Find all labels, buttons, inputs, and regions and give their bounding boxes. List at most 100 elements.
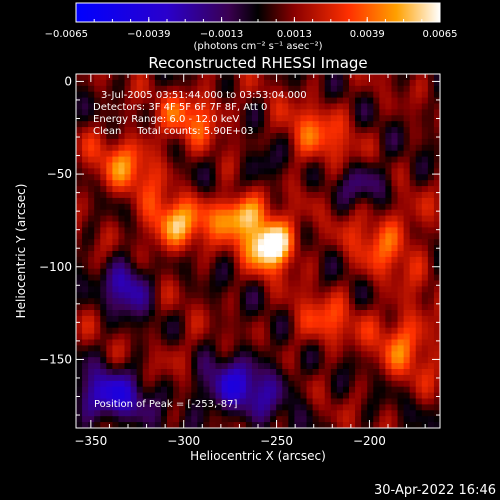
heatmap-cell — [221, 286, 229, 293]
heatmap-cell — [282, 203, 289, 211]
heatmap-cell — [385, 227, 392, 234]
heatmap-cell — [397, 127, 404, 134]
heatmap-cell — [118, 79, 125, 87]
heatmap-cell — [136, 162, 144, 169]
heatmap-cell — [336, 180, 344, 187]
heatmap-cell — [427, 298, 435, 305]
heatmap-cell — [385, 251, 392, 258]
heatmap-cell — [185, 233, 192, 240]
heatmap-cell — [282, 321, 289, 329]
heatmap-cell — [355, 121, 362, 128]
heatmap-cell — [154, 251, 162, 258]
heatmap-cell — [118, 227, 125, 234]
heatmap-cell — [148, 374, 156, 382]
heatmap-cell — [294, 422, 301, 429]
heatmap-cell — [433, 144, 441, 152]
heatmap-cell — [318, 315, 326, 323]
heatmap-cell — [306, 321, 313, 329]
heatmap-cell — [427, 209, 435, 216]
heatmap-cell — [409, 197, 417, 205]
heatmap-cell — [403, 215, 411, 222]
heatmap-cell — [409, 327, 417, 334]
heatmap-cell — [421, 121, 429, 128]
heatmap-cell — [336, 79, 344, 87]
heatmap-cell — [197, 363, 204, 370]
heatmap-cell — [264, 233, 271, 240]
heatmap-cell — [124, 209, 131, 216]
heatmap-cell — [264, 416, 271, 423]
heatmap-cell — [233, 245, 241, 252]
heatmap-cell — [258, 380, 265, 388]
heatmap-cell — [288, 138, 295, 146]
heatmap-cell — [294, 410, 301, 417]
heatmap-cell — [227, 422, 235, 429]
heatmap-cell — [282, 245, 289, 252]
heatmap-cell — [282, 357, 289, 364]
heatmap-cell — [112, 304, 119, 311]
heatmap-cell — [167, 227, 174, 234]
heatmap-cell — [361, 203, 368, 211]
heatmap-cell — [76, 286, 83, 293]
heatmap-cell — [203, 416, 210, 423]
heatmap-cell — [251, 192, 259, 199]
heatmap-cell — [385, 321, 392, 329]
heatmap-cell — [118, 221, 125, 228]
heatmap-cell — [324, 268, 332, 275]
heatmap-cell — [130, 416, 138, 423]
heatmap-cell — [136, 274, 144, 281]
heatmap-cell — [409, 363, 417, 370]
heatmap-cell — [173, 333, 180, 340]
heatmap-cell — [82, 115, 89, 122]
heatmap-cell — [421, 127, 429, 134]
heatmap-cell — [76, 398, 83, 405]
heatmap-cell — [239, 345, 247, 352]
heatmap-cell — [203, 109, 210, 116]
heatmap-cell — [221, 357, 229, 364]
heatmap-cell — [294, 203, 301, 211]
heatmap-cell — [276, 97, 283, 104]
heatmap-cell — [306, 315, 313, 323]
heatmap-cell — [221, 144, 229, 152]
heatmap-cell — [136, 174, 144, 181]
heatmap-cell — [367, 321, 374, 329]
heatmap-cell — [233, 150, 241, 157]
heatmap-cell — [300, 369, 307, 376]
heatmap-cell — [361, 109, 368, 116]
heatmap-cell — [154, 197, 162, 205]
heatmap-cell — [318, 79, 326, 87]
heatmap-cell — [373, 374, 380, 382]
heatmap-cell — [288, 262, 295, 270]
heatmap-cell — [191, 386, 198, 393]
heatmap-cell — [312, 138, 320, 146]
heatmap-cell — [197, 304, 204, 311]
heatmap-cell — [142, 280, 150, 287]
heatmap-cell — [276, 227, 283, 234]
heatmap-cell — [160, 363, 168, 370]
heatmap-cell — [409, 215, 417, 222]
heatmap-cell — [179, 197, 186, 205]
heatmap-cell — [421, 85, 429, 93]
heatmap-cell — [215, 186, 222, 193]
heatmap-cell — [136, 127, 144, 134]
heatmap-cell — [167, 339, 174, 346]
heatmap-cell — [88, 274, 95, 281]
heatmap-cell — [203, 280, 210, 287]
heatmap-cell — [112, 422, 119, 429]
heatmap-cell — [148, 268, 156, 275]
heatmap-cell — [88, 174, 95, 181]
heatmap-cell — [324, 209, 332, 216]
heatmap-cell — [318, 74, 326, 81]
heatmap-cell — [215, 168, 222, 175]
heatmap-cell — [82, 363, 89, 370]
heatmap-cell — [415, 416, 423, 423]
heatmap-cell — [167, 215, 174, 222]
y-tick-label: 0 — [64, 74, 72, 88]
heatmap-cell — [245, 298, 253, 305]
heatmap-cell — [312, 239, 320, 246]
heatmap-cell — [282, 351, 289, 358]
heatmap-cell — [288, 256, 295, 264]
heatmap-cell — [403, 416, 411, 423]
heatmap-cell — [397, 398, 404, 405]
heatmap-cell — [258, 304, 265, 311]
heatmap-cell — [415, 386, 423, 393]
